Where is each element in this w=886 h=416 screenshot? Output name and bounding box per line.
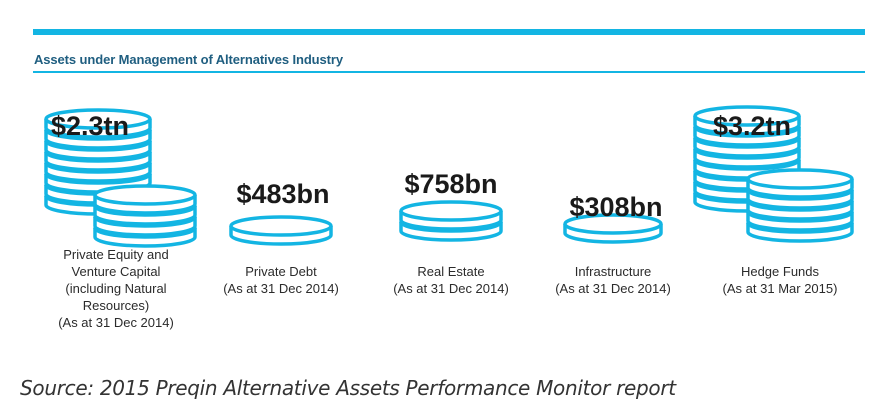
source-caption: Source: 2015 Preqin Alternative Assets P… <box>20 376 676 400</box>
coin-stacks-chart: $2.3tn $483bn $758bn $308bn $3.2tn <box>44 105 854 248</box>
category-label: Hedge Funds (As at 31 Mar 2015) <box>723 263 838 297</box>
category-name-line: Resources) <box>82 298 150 313</box>
category-name-line: Infrastructure <box>574 264 652 279</box>
as-at-date: (As at 31 Mar 2015) <box>722 281 838 296</box>
coin-stack-2 <box>229 215 333 246</box>
stack-column <box>746 168 854 243</box>
category-name-line: (including Natural <box>65 281 167 296</box>
category-name-line: Real Estate <box>417 264 485 279</box>
as-at-date: (As at 31 Dec 2014) <box>393 281 509 296</box>
category-name-line: Private Debt <box>245 264 317 279</box>
category-label: Private Debt (As at 31 Dec 2014) <box>223 263 339 297</box>
top-accent-bar <box>33 29 865 35</box>
category-name-line: Hedge Funds <box>740 264 820 279</box>
value-label: $758bn <box>404 169 497 199</box>
coin-stack-3 <box>399 200 503 242</box>
coin-stack-4 <box>563 213 663 244</box>
coin <box>563 213 663 244</box>
coin <box>693 105 801 136</box>
as-at-date: (As at 31 Dec 2014) <box>223 281 339 296</box>
value-label: $308bn <box>569 192 662 222</box>
category-name-line: Private Equity and <box>63 247 169 262</box>
category-label: Real Estate (As at 31 Dec 2014) <box>393 263 509 297</box>
coin <box>746 168 854 199</box>
stack-column <box>563 213 663 244</box>
category-label: Private Equity and Venture Capital (includ… <box>58 246 174 331</box>
value-label: $3.2tn <box>713 111 791 141</box>
category-label: Infrastructure (As at 31 Dec 2014) <box>555 263 671 297</box>
coin <box>44 108 152 139</box>
aum-infographic: Assets under Management of Alternatives … <box>33 29 865 331</box>
coin <box>399 200 503 231</box>
value-label: $2.3tn <box>51 111 129 141</box>
as-at-date: (As at 31 Dec 2014) <box>58 315 174 330</box>
chart-title: Assets under Management of Alternatives … <box>34 52 343 67</box>
stack-column <box>229 215 333 246</box>
as-at-date: (As at 31 Dec 2014) <box>555 281 671 296</box>
stack-column <box>93 184 197 248</box>
coin <box>93 184 197 215</box>
category-name-line: Venture Capital <box>71 264 161 279</box>
value-label: $483bn <box>236 179 329 209</box>
coin-stack-1 <box>44 108 197 248</box>
coin <box>229 215 333 246</box>
coin-stack-5 <box>693 105 854 243</box>
title-underline <box>33 71 865 73</box>
stack-column <box>399 200 503 242</box>
